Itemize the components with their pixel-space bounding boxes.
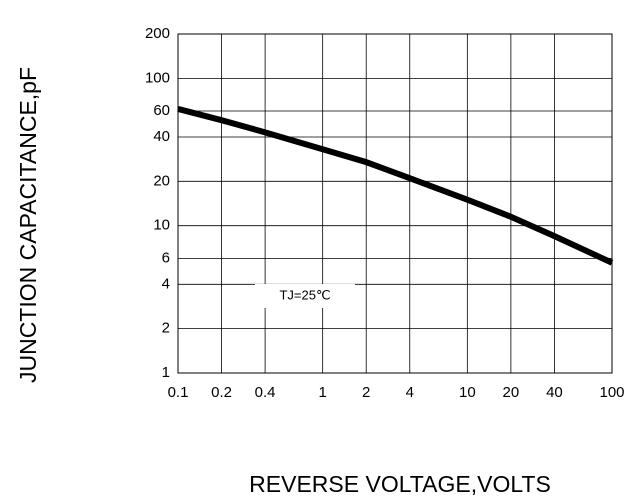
x-tick-label: 40	[546, 384, 563, 401]
x-axis-label: REVERSE VOLTAGE,VOLTS	[249, 471, 551, 497]
annotation: TJ=25℃	[279, 287, 330, 302]
y-tick-label: 1	[162, 364, 170, 381]
plot-area	[177, 33, 613, 374]
y-tick-label: 40	[153, 128, 170, 145]
y-tick-label: 6	[162, 249, 170, 266]
x-tick-label: 10	[459, 384, 476, 401]
y-tick-label: 200	[145, 25, 170, 42]
x-tick-label: 0.2	[211, 384, 232, 401]
x-tick-label: 0.1	[168, 384, 189, 401]
x-tick-label: 2	[362, 384, 370, 401]
data-line	[177, 106, 614, 266]
x-tick-label: 0.4	[255, 384, 276, 401]
annotation-box	[255, 284, 355, 308]
x-tick-label: 4	[406, 384, 414, 401]
y-tick-label: 4	[162, 275, 170, 292]
y-tick-label: 2	[162, 320, 170, 337]
y-tick-label: 60	[153, 102, 170, 119]
x-tick-label: 100	[599, 384, 624, 401]
y-axis-label: JUNCTION CAPACITANCE,pF	[15, 67, 41, 383]
y-tick-label: 100	[145, 69, 170, 86]
y-tick-label: 20	[153, 172, 170, 189]
x-tick-label: 1	[318, 384, 326, 401]
y-tick-label: 10	[153, 217, 170, 234]
x-tick-label: 20	[503, 384, 520, 401]
